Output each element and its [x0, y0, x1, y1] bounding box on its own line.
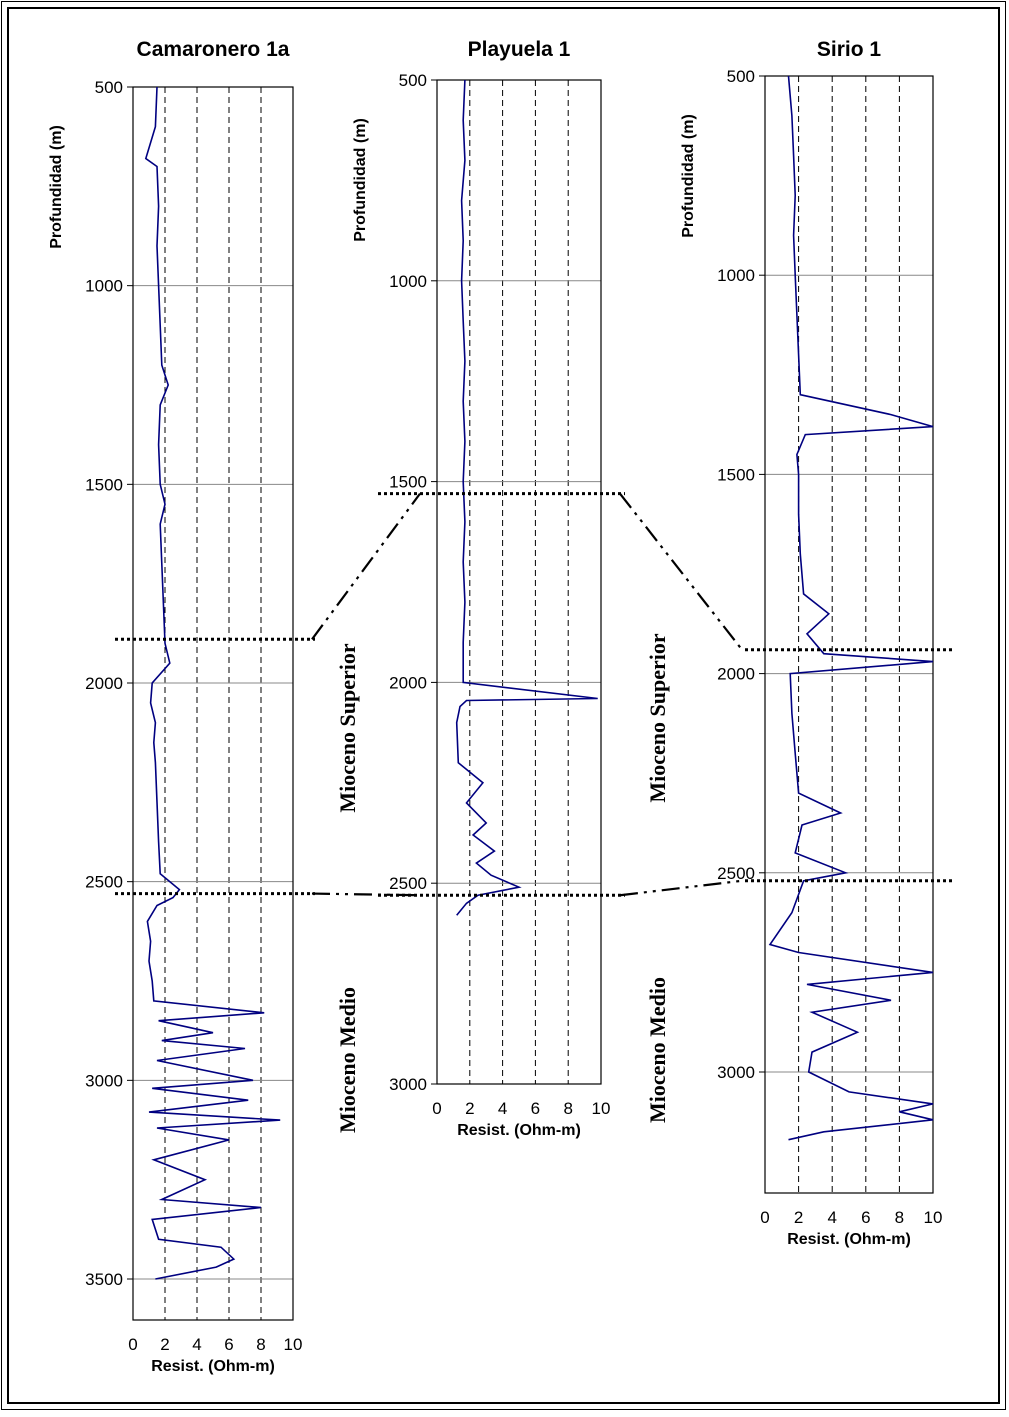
y-axis-label: Profundidad (m): [352, 118, 369, 242]
x-tick-label-2: 2: [465, 1099, 474, 1118]
y-tick-label-2500: 2500: [85, 873, 123, 892]
plot-frame: [764, 75, 934, 1194]
y-tick-label-3000: 3000: [85, 1071, 123, 1090]
x-tick-label-10: 10: [592, 1099, 611, 1118]
well-panel-3: 500 1000 1500 2000 2500 3000 0 2 4 6 8 10 Resist. (O…: [680, 38, 942, 1248]
resistivity-curve-1: [144, 86, 281, 1280]
y-tick-label-2500: 2500: [717, 864, 755, 883]
formation-label-mioceno-medio-right: Mioceno Medio: [645, 977, 670, 1123]
correlation-connector: [311, 492, 421, 640]
y-tick-label-3500: 3500: [85, 1270, 123, 1289]
x-tick-label-10: 10: [924, 1208, 943, 1227]
y-axis-label: Profundidad (m): [48, 125, 65, 249]
x-tick-label-6: 6: [861, 1208, 870, 1227]
x-tick-label-0: 0: [432, 1099, 441, 1118]
x-tick-label-8: 8: [563, 1099, 572, 1118]
x-tick-label-4: 4: [827, 1208, 836, 1227]
y-tick-label-2000: 2000: [717, 665, 755, 684]
x-tick-label-4: 4: [192, 1335, 201, 1354]
well-title: Sirio 1: [817, 38, 882, 61]
y-tick-label-500: 500: [399, 71, 427, 90]
x-tick-label-4: 4: [498, 1099, 507, 1118]
y-axis-label: Profundidad (m): [680, 114, 697, 238]
well-panel-2: 500 1000 1500 2000 2500 3000 0 2 4 6 8 10 Resist. (O…: [352, 38, 610, 1139]
formation-labels: Mioceno Superior Mioceno Medio Mioceno S…: [335, 633, 670, 1133]
correlation-lines: [115, 492, 952, 897]
well-panel-1: 500 1000 1500 2000 2500 3000 3500 0 2 4 6 8 10 Resist…: [48, 38, 302, 1375]
inner-border: [7, 7, 1000, 1404]
y-tick-label-1500: 1500: [85, 475, 123, 494]
formation-label-mioceno-superior-left: Mioceno Superior: [335, 643, 360, 812]
x-tick-label-8: 8: [895, 1208, 904, 1227]
y-tick-label-1000: 1000: [389, 272, 427, 291]
x-tick-label-8: 8: [256, 1335, 265, 1354]
y-tick-label-1000: 1000: [717, 266, 755, 285]
x-tick-label-10: 10: [284, 1335, 303, 1354]
x-tick-label-0: 0: [128, 1335, 137, 1354]
y-tick-label-3000: 3000: [389, 1075, 427, 1094]
x-tick-label-2: 2: [794, 1208, 803, 1227]
x-tick-label-6: 6: [224, 1335, 233, 1354]
y-tick-label-2000: 2000: [389, 673, 427, 692]
formation-label-mioceno-medio-left: Mioceno Medio: [335, 987, 360, 1133]
y-tick-label-1000: 1000: [85, 277, 123, 296]
y-tick-label-500: 500: [95, 78, 123, 97]
plot-frame: [132, 86, 294, 1321]
plot-frame: [436, 79, 602, 1085]
correlation-connector: [619, 492, 743, 651]
y-tick-label-3000: 3000: [717, 1063, 755, 1082]
x-axis-label: Resist. (Ohm-m): [457, 1122, 581, 1139]
y-tick-label-1500: 1500: [389, 473, 427, 492]
y-tick-label-500: 500: [727, 67, 755, 86]
x-axis-label: Resist. (Ohm-m): [151, 1358, 275, 1375]
y-tick-label-2000: 2000: [85, 674, 123, 693]
x-axis-label: Resist. (Ohm-m): [787, 1231, 911, 1248]
y-tick-label-2500: 2500: [389, 874, 427, 893]
well-title: Camaronero 1a: [137, 38, 290, 61]
x-tick-label-6: 6: [531, 1099, 540, 1118]
x-tick-label-0: 0: [760, 1208, 769, 1227]
formation-label-mioceno-superior-right: Mioceno Superior: [645, 633, 670, 802]
x-tick-label-2: 2: [160, 1335, 169, 1354]
y-tick-label-1500: 1500: [717, 465, 755, 484]
resistivity-curve-1: [768, 75, 934, 1141]
correlation-connector: [311, 892, 421, 897]
well-title: Playuela 1: [468, 38, 571, 61]
resistivity-curve-1: [455, 79, 598, 916]
